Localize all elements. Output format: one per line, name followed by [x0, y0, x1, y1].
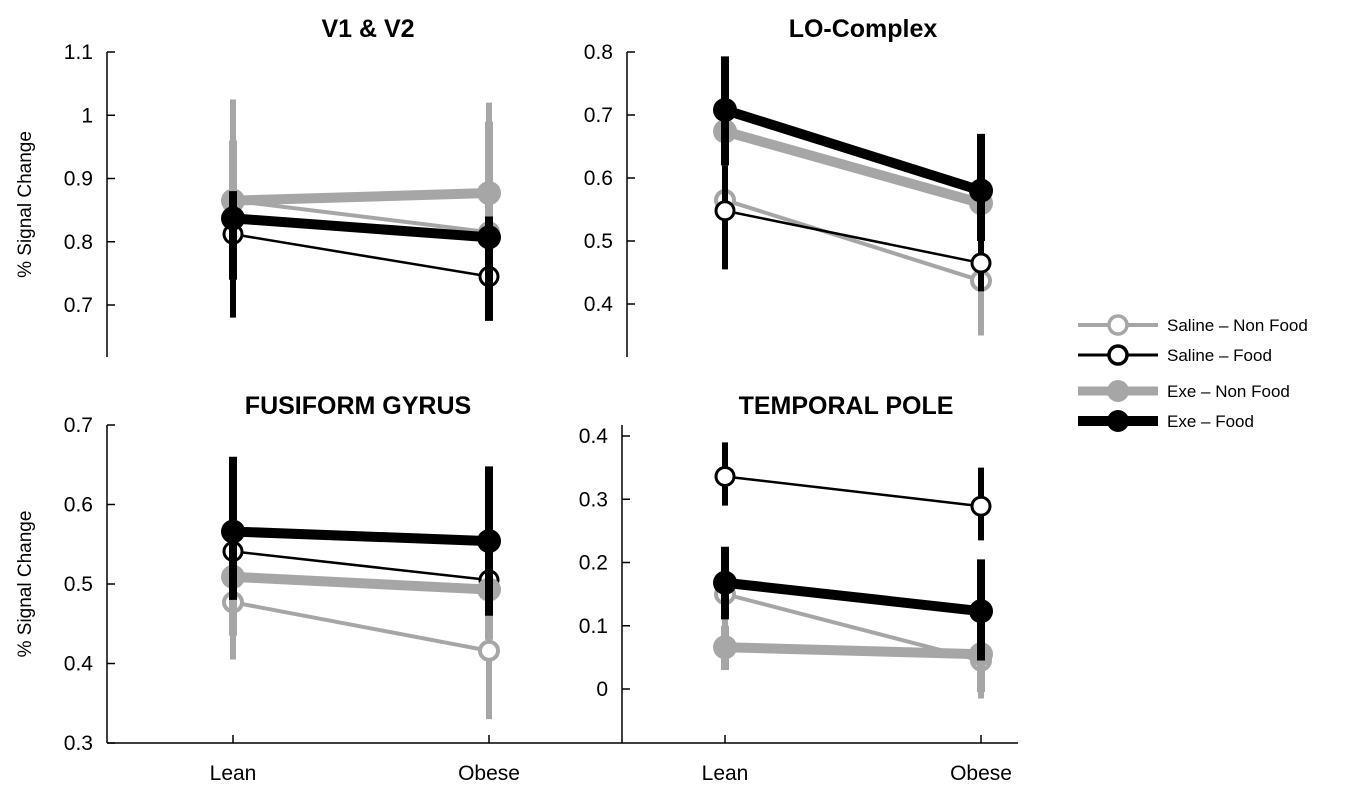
data-point: [969, 599, 993, 624]
series-4: [713, 56, 993, 241]
x-tick-label: Lean: [210, 762, 257, 785]
y-tick-label: 0.5: [584, 230, 613, 253]
x-tick-label: Lean: [702, 762, 749, 785]
y-axis-label: % Signal Change: [15, 131, 36, 278]
series-line: [723, 198, 983, 283]
legend-marker: [1107, 314, 1129, 336]
y-tick-label: 0: [596, 678, 608, 701]
y-tick-label: 1: [81, 104, 93, 127]
legend-label: Exe – Food: [1167, 412, 1254, 431]
legend-label: Saline – Food: [1167, 346, 1272, 365]
series-2: [714, 165, 992, 292]
series-line: [720, 577, 986, 617]
legend-label: Exe – Non Food: [1167, 382, 1290, 401]
series-line: [228, 213, 494, 243]
legend-item: Exe – Food: [1078, 410, 1254, 432]
y-tick-label: 0.8: [64, 231, 93, 254]
series-4: [221, 456, 501, 616]
legend-item: Exe – Non Food: [1078, 380, 1290, 402]
y-tick-label: 0.3: [579, 488, 608, 511]
series-4: [713, 546, 993, 661]
legend-marker: [1107, 410, 1129, 432]
series-line: [720, 126, 986, 209]
series-3: [713, 625, 993, 693]
y-tick-label: 0.6: [64, 494, 93, 517]
y-tick-label: 1.1: [64, 41, 93, 64]
y-tick-label: 0.3: [64, 732, 93, 755]
panel-4: TEMPORAL POLE 0 0.1 0.2 0.3 0.4: [579, 392, 993, 743]
legend-marker: [1107, 344, 1129, 366]
data-point: [713, 97, 737, 122]
y-tick-label: 0.4: [579, 425, 609, 448]
legend-item: Saline – Non Food: [1078, 314, 1308, 336]
panel-title: LO-Complex: [789, 15, 938, 43]
x-tick-label: Obese: [950, 762, 1012, 785]
data-point: [221, 206, 245, 231]
y-tick-label: 0.6: [584, 167, 613, 190]
legend-marker: [1107, 380, 1129, 402]
y-tick-label: 0.7: [584, 104, 613, 127]
data-point: [714, 200, 736, 222]
series-line: [720, 104, 986, 196]
y-tick-label: 0.5: [64, 573, 93, 596]
series-4: [221, 191, 501, 321]
y-tick-label: 0.1: [579, 615, 608, 638]
panel-title: FUSIFORM GYRUS: [245, 392, 471, 420]
series-line: [231, 550, 491, 582]
series-line: [723, 475, 983, 508]
data-point: [970, 495, 992, 517]
panel-title: V1 & V2: [321, 15, 414, 43]
series-line: [228, 571, 494, 595]
data-point: [714, 465, 736, 487]
series-line: [720, 642, 986, 660]
series-1: [222, 544, 500, 720]
y-tick-label: 0.9: [64, 168, 93, 191]
series-line: [228, 526, 494, 547]
data-point: [713, 570, 737, 595]
panel-2: LO-Complex 0.4 0.5 0.6 0.7 0.8: [584, 15, 993, 357]
panel-title: TEMPORAL POLE: [739, 392, 954, 420]
x-axis: Lean Obese Lean Obese: [107, 735, 1018, 785]
x-tick-label: Obese: [458, 762, 520, 785]
series-line: [231, 600, 491, 653]
series-line: [231, 232, 491, 278]
y-tick-label: 0.7: [64, 294, 93, 317]
legend-item: Saline – Food: [1078, 344, 1272, 366]
series-1: [714, 549, 992, 699]
data-point: [477, 529, 501, 554]
data-point: [713, 635, 737, 660]
panel-1: V1 & V2 0.7 0.8 0.9 1 1.1 % Signal Change: [15, 15, 501, 357]
y-tick-label: 0.8: [584, 41, 613, 64]
data-point: [970, 252, 992, 274]
series-2: [222, 504, 500, 624]
data-point: [477, 181, 501, 206]
y-tick-label: 0.4: [64, 653, 94, 676]
series-line: [723, 209, 983, 265]
data-point: [969, 178, 993, 203]
legend: Saline – Non Food Saline – Food Exe – Non …: [1078, 314, 1308, 432]
y-tick-label: 0.2: [579, 552, 608, 575]
series-2: [714, 442, 992, 541]
series-3: [221, 121, 501, 268]
y-axis-label: % Signal Change: [15, 511, 36, 658]
data-point: [478, 639, 500, 662]
series-line: [228, 188, 494, 206]
data-point: [221, 519, 245, 544]
y-tick-label: 0.4: [584, 293, 614, 316]
y-tick-label: 0.7: [64, 414, 93, 437]
data-point: [477, 225, 501, 250]
panel-3: FUSIFORM GYRUS 0.3 0.4 0.5 0.6 0.7 % Signal Ch…: [15, 392, 501, 755]
legend-label: Saline – Non Food: [1167, 316, 1308, 335]
series-line: [231, 198, 491, 235]
